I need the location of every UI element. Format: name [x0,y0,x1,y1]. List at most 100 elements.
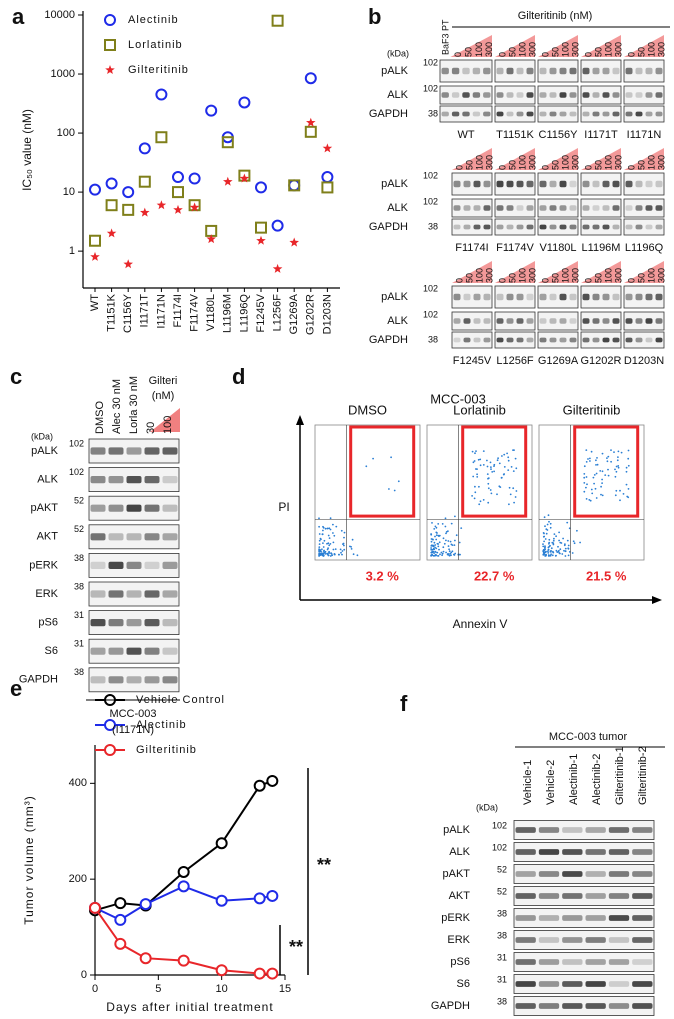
mutant-label: F1174V [496,242,534,254]
band [655,205,663,211]
band [463,224,471,230]
band [463,180,471,188]
event-dot [474,452,476,455]
event-dot [487,477,489,480]
event-dot [600,485,602,488]
event-dot [617,466,620,469]
band [144,533,160,541]
band [483,111,491,117]
event-dot [341,550,344,552]
band [562,827,583,833]
mutant-label: F1245V [453,355,492,367]
row-label: ALK [387,202,408,214]
event-dot [544,538,547,540]
blot-box [580,285,622,309]
band [635,180,643,188]
band [635,293,643,301]
mutant-label: T1151K [496,129,534,141]
event-dot [330,552,332,554]
band [538,893,560,899]
event-dot [440,551,443,554]
lane-label: 30 [145,422,157,434]
event-dot [509,493,512,496]
band [108,676,124,684]
band [608,1003,630,1009]
band [144,504,160,512]
x-tick-label: L1256F [272,294,284,332]
event-dot [617,465,620,467]
event-dot [477,458,480,461]
event-dot [328,544,331,547]
event-dot [321,533,324,536]
event-dot [435,534,438,537]
event-dot [546,523,549,526]
kda-value: 52 [497,886,507,896]
band [90,561,106,569]
band [559,67,567,75]
band [538,981,560,987]
event-dot [601,494,604,497]
band [453,180,461,188]
event-dot [454,539,456,542]
lane-label: 50 [463,47,473,57]
band [635,224,643,230]
event-dot [548,538,551,541]
event-dot [445,532,447,535]
legend-marker [104,744,116,756]
legend-marker [104,14,116,26]
event-dot [592,476,595,479]
band [655,111,663,117]
row-label: pALK [381,178,409,190]
event-dot [490,468,492,470]
blot-box [451,331,493,349]
band [441,111,449,117]
event-dot [331,554,334,557]
event-dot [500,476,503,479]
event-dot [356,554,359,557]
kda-value: 102 [423,309,438,319]
lane-label: 300 [527,42,537,57]
event-dot [585,461,588,463]
band [632,981,653,987]
band [496,92,504,98]
y-tick-label: 400 [69,777,87,789]
dose-triangle [581,261,621,283]
band [526,318,534,324]
band [602,111,610,117]
blot-box [513,842,655,862]
event-dot [547,550,549,553]
band [90,533,106,541]
event-dot [475,468,477,470]
event-dot [447,530,449,532]
lane-label: 100 [646,155,656,170]
dose-triangle [624,261,664,283]
band [585,937,606,943]
panel-letter: b [368,4,381,29]
marker [271,219,284,232]
blot-box [580,331,622,349]
data-point [253,892,266,905]
event-dot [432,545,435,547]
legend-marker [104,719,116,731]
band [549,224,557,230]
band [582,318,590,324]
blot-box [513,864,655,884]
band [632,827,653,833]
lane-label: 100 [474,42,484,57]
band [582,92,590,98]
band [453,318,461,324]
lane-label: 100 [646,268,656,283]
band [483,180,491,188]
event-dot [448,554,450,557]
band [472,67,481,75]
event-dot [567,554,570,557]
marker [289,237,299,247]
event-dot [567,547,570,550]
band [592,318,600,324]
event-dot [583,476,586,479]
event-dot [332,541,335,544]
event-dot [472,475,475,478]
row-label: pS6 [38,617,58,629]
event-dot [318,517,320,520]
band [516,293,524,301]
